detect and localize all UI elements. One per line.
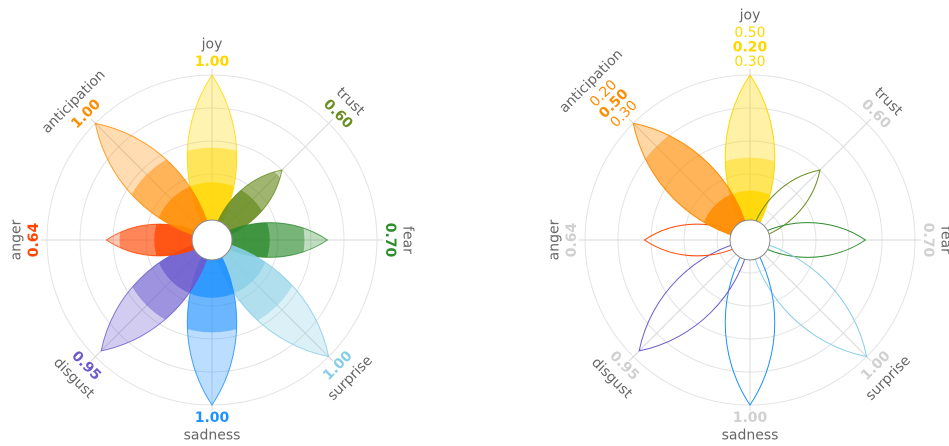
petal-name: joy — [739, 8, 761, 24]
petal — [186, 74, 238, 241]
petal — [211, 239, 330, 358]
value-label: 1.00 — [195, 410, 230, 426]
petal-outline — [749, 169, 821, 241]
spoke — [628, 239, 751, 362]
petal-name: sadness — [184, 428, 241, 444]
petal-name: anger — [9, 219, 25, 260]
petal-outline — [749, 239, 868, 358]
petal-outline — [724, 239, 776, 406]
value-label: 0.50 — [734, 25, 765, 41]
petal — [749, 222, 867, 258]
petal-name: joy — [201, 37, 223, 53]
petal-name: fear — [400, 226, 416, 254]
petal — [94, 122, 213, 241]
spoke — [749, 239, 872, 362]
petal-label: 0.70 fear — [382, 223, 416, 258]
petal-name: anger — [547, 219, 563, 260]
petal — [724, 74, 776, 241]
value-label: 0.20 — [733, 40, 768, 56]
petal-outline — [638, 239, 751, 352]
petal — [638, 239, 751, 352]
petal — [186, 239, 238, 406]
value-label: 1.00 — [733, 410, 768, 426]
petal — [100, 239, 213, 352]
petal-name: sadness — [722, 428, 779, 444]
petal — [724, 239, 776, 406]
petal — [749, 239, 868, 358]
petal-label: 0.70 fear — [920, 223, 949, 258]
center-hole — [191, 219, 233, 261]
value-label: 0.70 — [382, 223, 398, 258]
petal-label: 1.00 sadness — [722, 410, 779, 444]
petal-outline — [749, 222, 867, 258]
spoke — [749, 118, 872, 241]
petal-label: 0.500.200.30 joy — [733, 8, 768, 71]
value-label: 0.30 — [734, 54, 765, 70]
value-label: 1.00 — [195, 54, 230, 70]
petal-label: 1.00 sadness — [184, 410, 241, 444]
value-label: 0.70 — [920, 223, 936, 258]
value-label: 0.64 — [564, 222, 580, 257]
petal — [632, 122, 751, 241]
petal-outline — [632, 122, 751, 241]
value-label: 0.64 — [26, 222, 42, 257]
petal-segment — [725, 190, 775, 240]
petal — [749, 169, 821, 241]
petal-band — [187, 182, 237, 240]
petal-band — [187, 240, 237, 298]
center-hole — [729, 219, 771, 261]
petal-name: fear — [938, 226, 949, 254]
